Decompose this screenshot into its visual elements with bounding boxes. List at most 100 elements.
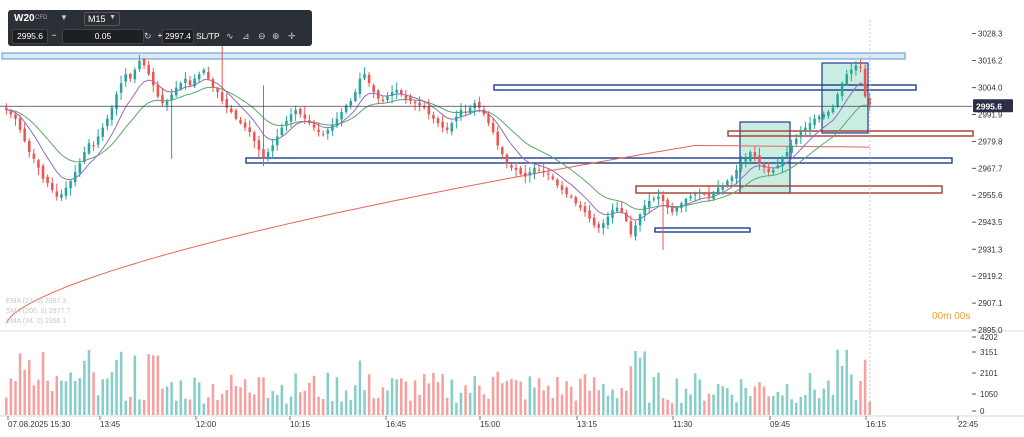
sma-200-line (5, 144, 870, 324)
price-tick-label: 2967.7 (978, 164, 1003, 173)
candle-body (253, 132, 256, 141)
volume-bar (822, 388, 826, 415)
candle-body (707, 193, 711, 197)
volume-bar (179, 380, 183, 415)
volume-input[interactable]: 0.05 (62, 29, 144, 44)
price-tick-label: 2955.6 (978, 191, 1003, 200)
price-tick-label: 3016.2 (978, 56, 1003, 65)
candle-body (243, 122, 247, 128)
time-axis-label: 07.08.2025 15:30 (8, 420, 71, 429)
volume-bar (854, 399, 858, 415)
ask-price[interactable]: 2997.4 (162, 29, 194, 44)
volume-bar (37, 379, 40, 415)
sl-tp-button[interactable]: SL/TP (196, 31, 220, 41)
volume-bar (275, 395, 279, 415)
volume-bar (611, 389, 614, 415)
candle-body (436, 118, 440, 124)
candle-body (147, 64, 150, 75)
zoom-out-icon[interactable]: ⊖ (258, 31, 266, 41)
symbol-dropdown-icon[interactable]: ▼ (60, 13, 68, 22)
candle-body (60, 194, 63, 198)
candle-body (799, 132, 803, 138)
candle-body (354, 92, 357, 101)
volume-bar (83, 360, 86, 415)
candle-body (574, 197, 578, 204)
candle-body (863, 68, 867, 97)
candle-body (831, 107, 835, 113)
legend-sma-200: SMA (200, 0) 2977.7 (6, 308, 71, 315)
decrease-button[interactable]: − (48, 29, 60, 42)
volume-bar (129, 396, 132, 415)
line-chart-icon[interactable]: ∿ (226, 31, 234, 41)
zoom-in-icon[interactable]: ⊕ (272, 31, 280, 41)
volume-bar (464, 385, 467, 415)
volume-bar (514, 380, 518, 415)
candle-body (836, 94, 839, 107)
timeframe-select[interactable]: M15 ▼ (84, 12, 120, 26)
volume-bar (312, 375, 316, 415)
supply-zone (493, 84, 917, 91)
candle-body (455, 116, 458, 122)
time-axis-label: 13:45 (100, 420, 121, 429)
candle-body (739, 163, 743, 170)
candle-body (142, 58, 146, 66)
volume-bar (326, 372, 330, 415)
volume-bar (592, 377, 596, 415)
candle-body (289, 114, 293, 122)
candle-body (597, 224, 601, 228)
volume-bar (827, 380, 830, 415)
candle-body (602, 223, 605, 229)
volume-bar (432, 372, 435, 415)
candle-body (533, 167, 536, 175)
bid-price[interactable]: 2995.6 (12, 29, 48, 44)
refresh-icon[interactable]: ↻ (144, 31, 152, 41)
demand-zone-upper (727, 130, 974, 137)
candle-body (188, 80, 192, 86)
volume-bar (119, 351, 123, 415)
candle-body (482, 109, 486, 115)
volume-bar (354, 385, 357, 415)
volume-bar (184, 398, 187, 415)
trade-toolbar: W20 CFD ▼ M15 ▼ 2995.6 − 0.05 ↻ + 2997.4… (8, 10, 312, 46)
volume-bar (670, 403, 674, 415)
ruler-icon[interactable]: ⊿ (242, 31, 250, 41)
candle-body (643, 205, 646, 215)
candle-body (565, 187, 568, 195)
price-tick-label: 2979.8 (978, 137, 1003, 146)
volume-bar (64, 381, 68, 415)
candle-body (519, 168, 522, 175)
symbol-label[interactable]: W20 (14, 13, 35, 24)
candle-body (606, 216, 610, 226)
volume-bar (762, 386, 766, 415)
candle-body (744, 158, 747, 162)
volume-bar (427, 383, 431, 415)
candle-body (55, 191, 59, 197)
time-axis-label: 13:15 (577, 420, 598, 429)
candle-body (294, 109, 297, 115)
volume-bar (647, 402, 651, 415)
price-tick-label: 2991.9 (978, 111, 1003, 120)
volume-bar (60, 380, 63, 415)
candle-body (583, 206, 587, 213)
volume-bar (418, 394, 421, 415)
time-axis-label: 16:15 (866, 420, 887, 429)
volume-bar (840, 365, 844, 415)
volume-bar (542, 390, 545, 415)
candle-body (785, 152, 789, 157)
volume-bar (629, 366, 633, 415)
volume-bar (721, 386, 725, 415)
candle-body (64, 187, 68, 196)
candle-body (266, 152, 270, 158)
candle-body (317, 129, 320, 133)
volume-bar (207, 397, 210, 415)
candle-body (193, 78, 196, 87)
candle-body (845, 74, 849, 84)
candle-body (184, 78, 187, 83)
volume-bar (161, 388, 164, 415)
crosshair-icon[interactable]: ✛ (288, 31, 296, 41)
candle-body (501, 147, 504, 155)
current-price-tag (973, 99, 1013, 113)
volume-bar (257, 377, 261, 415)
